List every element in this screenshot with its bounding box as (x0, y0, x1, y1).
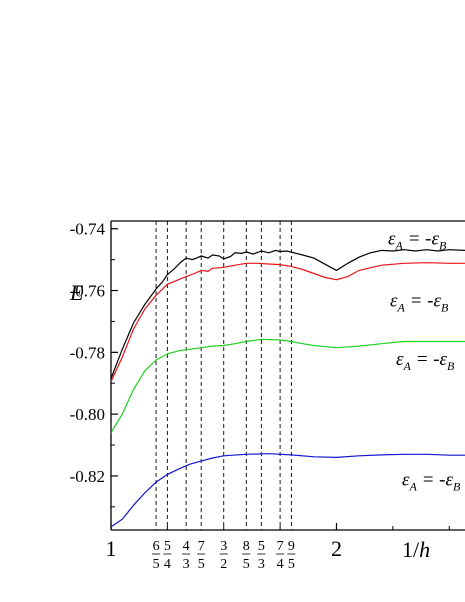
x-axis-label: 1/h (402, 537, 430, 562)
fraction-denominator: 5 (288, 557, 295, 572)
series-label: εA = -εB (388, 228, 447, 252)
series-line-2 (111, 262, 465, 382)
fraction-denominator: 2 (220, 557, 227, 572)
y-tick-label: -0.82 (70, 467, 105, 486)
fraction-numerator: 6 (153, 539, 160, 554)
series-group (111, 249, 465, 528)
fraction-denominator: 3 (258, 557, 265, 572)
x-tick-label: 1 (106, 536, 117, 561)
fraction-numerator: 5 (258, 539, 265, 554)
fraction-numerator: 7 (277, 539, 284, 554)
series-line-4 (111, 453, 465, 528)
fraction-numerator: 3 (220, 539, 227, 554)
y-axis-label: E (69, 280, 84, 305)
fraction-numerator: 9 (288, 539, 295, 554)
series-label: εA = -εB (402, 469, 461, 493)
y-tick-label: -0.74 (70, 220, 106, 239)
y-tick-label: -0.78 (70, 343, 105, 362)
fraction-denominator: 5 (198, 557, 205, 572)
series-label: εA = -εB (390, 290, 449, 314)
fraction-denominator: 5 (153, 557, 160, 572)
fraction-numerator: 4 (183, 539, 190, 554)
fraction-denominator: 4 (277, 557, 284, 572)
fraction-denominator: 5 (243, 557, 250, 572)
series-line-3 (111, 338, 465, 434)
y-tick-label: -0.80 (70, 405, 105, 424)
fraction-denominator: 3 (183, 557, 190, 572)
fraction-numerator: 8 (243, 539, 250, 554)
series-line-1 (111, 249, 465, 379)
x-tick-label: 2 (331, 536, 342, 561)
fraction-denominator: 4 (164, 557, 171, 572)
fraction-numerator: 5 (164, 539, 171, 554)
fraction-numerator: 7 (198, 539, 205, 554)
series-label: εA = -εB (396, 349, 455, 373)
y-tick-label: -0.76 (70, 282, 105, 301)
